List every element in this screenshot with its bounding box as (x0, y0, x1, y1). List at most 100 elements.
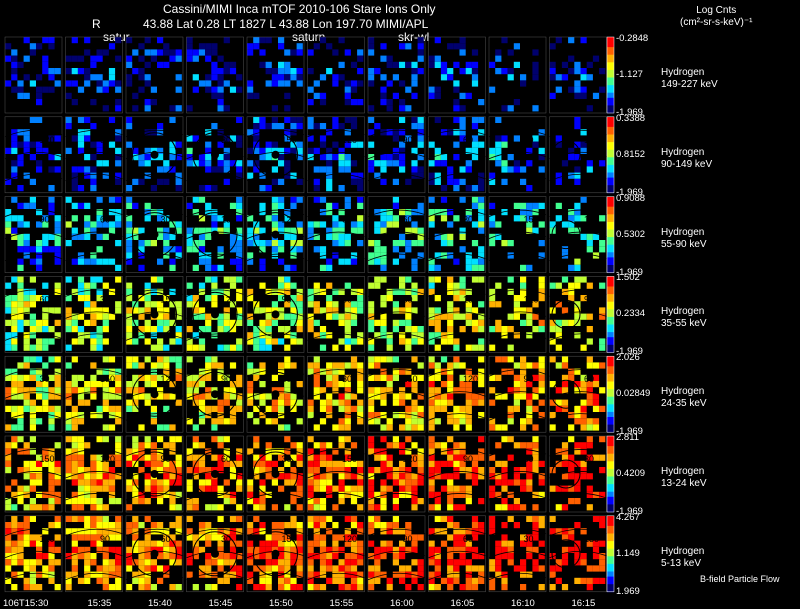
heatmap-cell (102, 436, 109, 443)
heatmap-cell (434, 553, 441, 560)
heatmap-cell (313, 553, 320, 560)
heatmap-cell (36, 381, 43, 388)
heatmap-cell (169, 540, 176, 547)
heatmap-cell (417, 448, 424, 455)
heatmap-cell (405, 528, 412, 535)
heatmap-cell (374, 332, 381, 339)
heatmap-cell (447, 436, 454, 443)
heatmap-cell (126, 381, 133, 388)
heatmap-cell (236, 399, 243, 406)
flow-line (186, 289, 244, 297)
heatmap-cell (592, 92, 600, 99)
flow-line (4, 129, 63, 138)
heatmap-cell (247, 227, 254, 234)
heatmap-cell (54, 356, 61, 363)
colorbar-segment (607, 551, 614, 555)
heatmap-cell (48, 565, 55, 572)
heatmap-cell (465, 565, 472, 572)
heatmap-cell (296, 399, 303, 406)
heatmap-cell (115, 374, 122, 381)
heatmap-cell (144, 584, 151, 591)
heatmap-cell (574, 442, 581, 449)
heatmap-cell (211, 418, 218, 425)
heatmap-cell (126, 565, 133, 572)
heatmap-cell (17, 534, 24, 541)
heatmap-cell (198, 460, 206, 467)
heatmap-cell (108, 498, 116, 505)
heatmap-cell (313, 460, 320, 467)
heatmap-cell (205, 448, 212, 455)
heatmap-cell (96, 405, 103, 412)
heatmap-cell (223, 418, 230, 425)
contour-label: 150 (342, 454, 357, 464)
heatmap-cell (23, 233, 30, 240)
heatmap-cell (440, 215, 448, 222)
flow-line (125, 173, 184, 182)
heatmap-cell (157, 393, 164, 400)
heatmap-cell (265, 553, 272, 560)
heatmap-cell (223, 344, 230, 351)
heatmap-cell (144, 37, 151, 44)
flow-line (125, 449, 184, 457)
heatmap-cell (259, 185, 266, 192)
flow-line (488, 173, 547, 182)
flow-line (125, 493, 184, 501)
heatmap-cell (538, 221, 545, 228)
heatmap-cell (278, 68, 285, 75)
colorbar-segment (607, 329, 614, 333)
heatmap-cell (211, 405, 218, 412)
colorbar-segment (607, 546, 614, 550)
flow-line (428, 129, 486, 138)
heatmap-cell (17, 498, 24, 505)
heatmap-cell (223, 399, 230, 406)
heatmap-cell (507, 540, 514, 547)
heatmap-cell (405, 86, 412, 93)
heatmap-cell (290, 282, 297, 289)
heatmap-cell (495, 233, 502, 240)
heatmap-cell (599, 553, 606, 560)
heatmap-cell (296, 491, 303, 498)
heatmap-cell (71, 288, 78, 295)
heatmap-cell (411, 546, 418, 553)
heatmap-cell (538, 473, 545, 480)
heatmap-cell (126, 246, 133, 253)
heatmap-cell (157, 258, 164, 265)
heatmap-cell (71, 227, 78, 234)
heatmap-cell (71, 233, 78, 240)
flow-line (307, 493, 365, 501)
heatmap-cell (198, 546, 206, 553)
heatmap-cell (211, 559, 218, 566)
heatmap-cell (434, 504, 441, 511)
colorbar-segment (607, 486, 614, 490)
flow-line (488, 413, 547, 421)
heatmap-cell (253, 546, 260, 553)
heatmap-cell (574, 448, 581, 455)
heatmap-cell (459, 460, 466, 467)
heatmap-cell (489, 215, 496, 222)
heatmap-cell (586, 442, 593, 449)
heatmap-cell (555, 86, 562, 93)
heatmap-cell (428, 362, 435, 369)
heatmap-cell (186, 485, 193, 492)
heatmap-cell (386, 55, 393, 62)
heatmap-cell (319, 485, 327, 492)
heatmap-cell (205, 160, 212, 167)
heatmap-cell (90, 258, 97, 265)
colorbar-title: Log Cnts (696, 5, 737, 16)
heatmap-cell (326, 399, 333, 406)
heatmap-cell (132, 491, 139, 498)
heatmap-cell (96, 522, 103, 529)
heatmap-cell (198, 240, 206, 247)
heatmap-cell (229, 282, 237, 289)
heatmap-cell (90, 185, 97, 192)
heatmap-cell (489, 454, 496, 461)
heatmap-cell (501, 522, 508, 529)
heatmap-cell (198, 418, 206, 425)
heatmap-cell (71, 68, 78, 75)
heatmap-cell (150, 55, 157, 62)
colorbar-segment (607, 401, 614, 405)
heatmap-cell (338, 418, 345, 425)
heatmap-cell (459, 374, 466, 381)
contour-label: 150 (403, 374, 418, 384)
colorbar-0 (606, 36, 615, 114)
